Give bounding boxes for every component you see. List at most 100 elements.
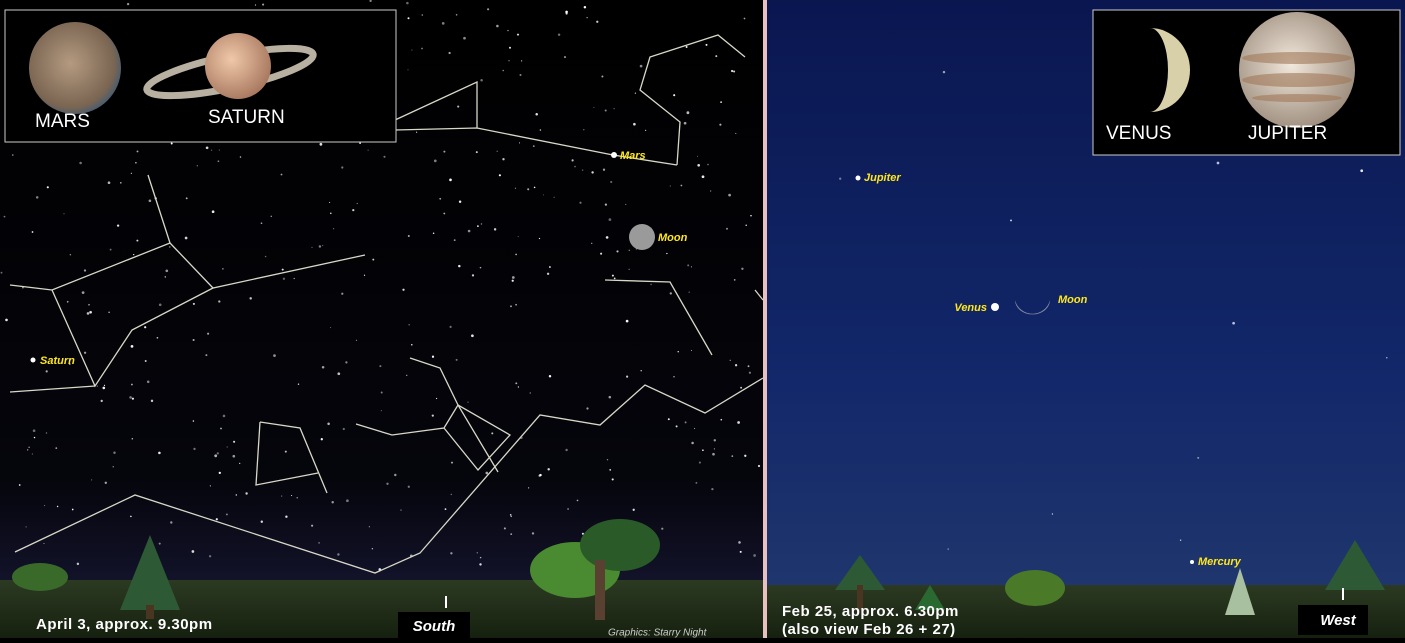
star	[239, 463, 240, 464]
star	[151, 400, 153, 402]
star	[472, 274, 474, 276]
star	[19, 484, 21, 486]
star	[32, 453, 33, 454]
star	[614, 108, 615, 109]
star	[352, 209, 354, 211]
star	[609, 469, 611, 471]
star	[129, 396, 132, 399]
star	[318, 542, 320, 544]
star	[719, 124, 721, 126]
star	[261, 222, 263, 224]
star	[101, 400, 103, 402]
star	[635, 93, 636, 94]
star	[572, 159, 574, 161]
star	[171, 142, 173, 144]
star	[471, 334, 474, 337]
star	[458, 265, 460, 267]
star	[532, 532, 534, 534]
star	[676, 425, 678, 427]
label: Venus	[954, 302, 987, 314]
star	[748, 365, 750, 367]
star	[839, 178, 841, 180]
star	[12, 154, 14, 156]
star	[1052, 513, 1053, 514]
star	[582, 169, 583, 170]
star	[28, 447, 29, 448]
star	[515, 188, 516, 189]
star	[217, 452, 219, 454]
star	[442, 22, 445, 25]
direction: South	[413, 618, 456, 635]
star	[283, 278, 285, 280]
star	[165, 276, 166, 277]
star	[218, 160, 220, 162]
star	[730, 360, 731, 361]
star	[702, 449, 704, 451]
star	[240, 156, 242, 158]
star	[726, 228, 728, 230]
star	[605, 109, 607, 111]
star	[319, 245, 321, 247]
star	[262, 4, 264, 6]
star	[605, 204, 607, 206]
star	[540, 129, 542, 131]
star	[510, 533, 512, 535]
star	[750, 215, 751, 216]
star	[136, 240, 138, 242]
star	[341, 293, 343, 295]
star	[528, 487, 529, 488]
star	[432, 415, 434, 417]
star	[285, 515, 287, 517]
star	[449, 179, 452, 182]
star	[113, 452, 115, 454]
star	[502, 70, 504, 72]
star	[650, 284, 652, 286]
star	[670, 185, 671, 186]
star	[1180, 540, 1181, 541]
star	[596, 21, 598, 23]
star	[79, 162, 82, 165]
star	[333, 228, 334, 229]
star	[510, 514, 512, 516]
star	[612, 478, 614, 480]
star	[327, 423, 330, 426]
star	[411, 50, 412, 51]
star	[740, 387, 742, 389]
star	[543, 194, 544, 195]
star	[185, 237, 188, 240]
star	[496, 25, 499, 28]
saturn-image	[205, 33, 271, 99]
star	[586, 17, 587, 18]
inset-label: SATURN	[208, 107, 285, 128]
star	[159, 543, 161, 545]
star	[476, 151, 478, 153]
star	[245, 492, 247, 494]
label: Jupiter	[864, 172, 901, 184]
star	[218, 300, 220, 302]
star	[186, 197, 188, 199]
star	[222, 268, 223, 269]
star	[433, 233, 435, 235]
star	[734, 279, 736, 281]
star	[689, 292, 690, 293]
star	[480, 79, 483, 82]
star	[282, 269, 284, 271]
star	[680, 185, 682, 187]
star	[610, 181, 612, 183]
star	[436, 398, 437, 399]
star	[712, 453, 715, 456]
star	[55, 447, 57, 449]
star	[84, 352, 86, 354]
star	[422, 14, 424, 16]
star	[454, 239, 456, 241]
star	[104, 385, 105, 386]
star	[697, 156, 698, 157]
star	[947, 548, 949, 550]
star	[407, 69, 408, 70]
star	[149, 199, 152, 202]
direction: West	[1320, 612, 1357, 629]
star	[547, 273, 549, 275]
star	[192, 550, 195, 553]
page: {"left_panel": {"insets": ["MARS", "SATU…	[0, 0, 1405, 638]
star	[515, 254, 517, 256]
